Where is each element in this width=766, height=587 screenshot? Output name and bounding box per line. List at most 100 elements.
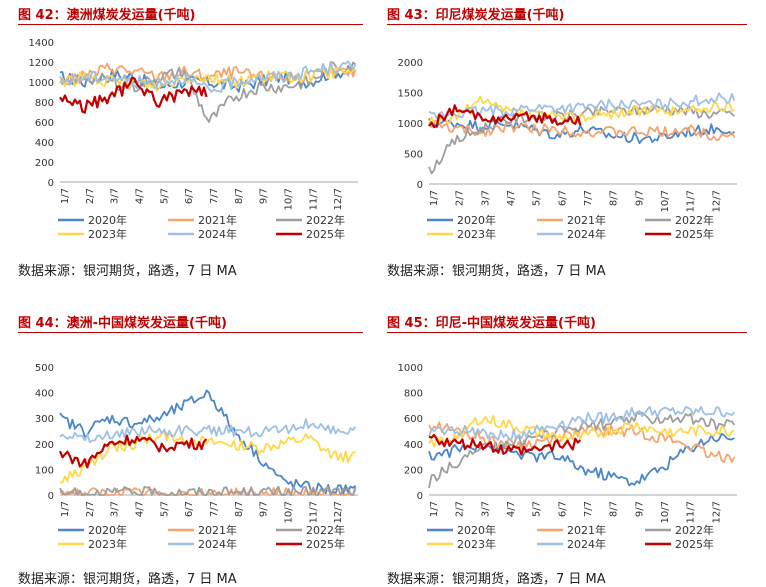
y-tick-label: 500	[404, 150, 423, 161]
x-tick-label: 12/7	[711, 501, 722, 523]
legend-label: 2023年	[88, 227, 127, 241]
legend-label: 2025年	[306, 537, 345, 551]
y-tick-label: 1200	[29, 58, 54, 69]
source-note: 数据来源：银河期货，路透，7 日 MA	[18, 264, 237, 279]
x-tick-label: 11/7	[308, 188, 319, 210]
x-tick-label: 12/7	[711, 190, 722, 212]
x-tick-label: 10/7	[660, 501, 671, 523]
chart-svg: 0 200 400 600 800 1000 1/7 2/7 3/7 4/7 5/7 6/7 7/7 8/…	[398, 363, 737, 551]
x-tick-label: 10/7	[660, 190, 671, 212]
series-line	[59, 76, 208, 114]
x-tick-label: 7/7	[209, 501, 220, 517]
x-tick-label: 4/7	[506, 501, 517, 517]
legend-label: 2022年	[306, 213, 345, 227]
y-tick-label: 200	[35, 440, 54, 451]
x-tick-label: 9/7	[259, 188, 270, 204]
x-tick-label: 4/7	[135, 501, 146, 517]
x-tick-label: 6/7	[184, 188, 195, 204]
x-tick-label: 8/7	[234, 501, 245, 517]
series-line	[428, 104, 582, 129]
source-note: 数据来源：银河期货，路透，7 日 MA	[18, 572, 237, 587]
x-tick-label: 8/7	[609, 190, 620, 206]
x-tick-label: 7/7	[583, 501, 594, 517]
legend-label: 2024年	[198, 537, 237, 551]
series-line	[428, 415, 735, 448]
x-tick-label: 2/7	[85, 501, 96, 517]
y-tick-label: 0	[48, 178, 54, 189]
legend-label: 2020年	[88, 523, 127, 537]
legend-label: 2022年	[675, 523, 714, 537]
legend-label: 2021年	[198, 523, 237, 537]
legend-label: 2022年	[306, 523, 345, 537]
legend-label: 2021年	[567, 523, 606, 537]
x-tick-label: 5/7	[159, 501, 170, 517]
y-tick-label: 400	[404, 440, 423, 451]
legend-label: 2025年	[306, 227, 345, 241]
x-tick-label: 2/7	[455, 501, 466, 517]
chart-panel-44: 图 44：澳洲-中国煤炭发运量(千吨) 0 100 200 300 400 500 1/7 2…	[18, 310, 363, 587]
chart-title: 图 43：印尼煤炭发运量(千吨)	[387, 8, 565, 23]
x-tick-label: 9/7	[634, 501, 645, 517]
legend-label: 2024年	[567, 537, 606, 551]
series-line	[428, 405, 736, 442]
x-tick-label: 8/7	[609, 501, 620, 517]
x-tick-label: 1/7	[60, 501, 71, 517]
y-tick-label: 1000	[398, 119, 423, 130]
x-tick-label: 9/7	[634, 190, 645, 206]
y-tick-label: 200	[404, 465, 423, 476]
legend-label: 2021年	[567, 213, 606, 227]
chart-svg: 0 200 400 600 800 1000 1200 1400 1/7 2/7 3/7 4/7 5/7…	[29, 38, 358, 241]
source-note: 数据来源：银河期货，路透，7 日 MA	[387, 264, 606, 279]
x-tick-label: 11/7	[308, 501, 319, 523]
series-line	[59, 65, 356, 92]
series-line	[428, 119, 736, 141]
chart-title: 图 42：澳洲煤炭发运量(千吨)	[18, 8, 196, 23]
chart-title: 图 44：澳洲-中国煤炭发运量(千吨)	[18, 316, 227, 331]
y-tick-label: 2000	[398, 58, 423, 69]
source-note: 数据来源：银河期货，路透，7 日 MA	[387, 572, 606, 587]
y-tick-label: 1000	[29, 78, 54, 89]
series-line	[428, 432, 735, 487]
y-tick-label: 500	[35, 363, 54, 374]
legend-label: 2023年	[88, 537, 127, 551]
x-tick-label: 12/7	[333, 188, 344, 210]
chart-panel-43: 图 43：印尼煤炭发运量(千吨) 0 500 1000 1500 2000 1/7 2/7 3…	[387, 0, 747, 290]
y-tick-label: 800	[404, 389, 423, 400]
y-tick-label: 1500	[398, 89, 423, 100]
x-tick-label: 1/7	[60, 188, 71, 204]
series-line	[59, 485, 357, 496]
x-tick-label: 12/7	[333, 501, 344, 523]
x-tick-label: 3/7	[480, 501, 491, 517]
legend-label: 2023年	[457, 537, 496, 551]
legend-label: 2020年	[457, 523, 496, 537]
legend-label: 2023年	[457, 227, 496, 241]
series-line	[428, 95, 735, 124]
chart-title: 图 45：印尼-中国煤炭发运量(千吨)	[387, 316, 596, 331]
series-line	[59, 60, 357, 93]
y-tick-label: 1000	[398, 363, 423, 374]
x-tick-label: 5/7	[532, 190, 543, 206]
y-tick-label: 1400	[29, 38, 54, 49]
x-tick-label: 9/7	[259, 501, 270, 517]
series-line	[428, 92, 736, 120]
x-tick-label: 10/7	[284, 501, 295, 523]
chart-svg: 0 500 1000 1500 2000 1/7 2/7 3/7 4/7 5/7 6/7 7/7 8/7…	[398, 58, 737, 241]
x-tick-label: 7/7	[583, 190, 594, 206]
series-line	[428, 411, 736, 489]
legend-label: 2024年	[567, 227, 606, 241]
y-tick-label: 600	[404, 414, 423, 425]
series-line	[59, 389, 357, 496]
chart-panel-42: 图 42：澳洲煤炭发运量(千吨) 0 200 400 600 800 1000 1200 14…	[18, 0, 363, 290]
series-line	[428, 433, 582, 456]
chart-svg: 0 100 200 300 400 500 1/7 2/7 3/7 4/7 5/7 6/7 7/7 8/7…	[35, 363, 358, 551]
y-tick-label: 0	[48, 491, 54, 502]
y-tick-label: 100	[35, 465, 54, 476]
x-tick-label: 2/7	[455, 190, 466, 206]
legend-label: 2024年	[198, 227, 237, 241]
title-rule	[387, 24, 747, 25]
legend-label: 2022年	[675, 213, 714, 227]
legend-label: 2020年	[88, 213, 127, 227]
x-tick-label: 10/7	[284, 188, 295, 210]
x-tick-label: 11/7	[686, 190, 697, 212]
y-tick-label: 300	[35, 414, 54, 425]
